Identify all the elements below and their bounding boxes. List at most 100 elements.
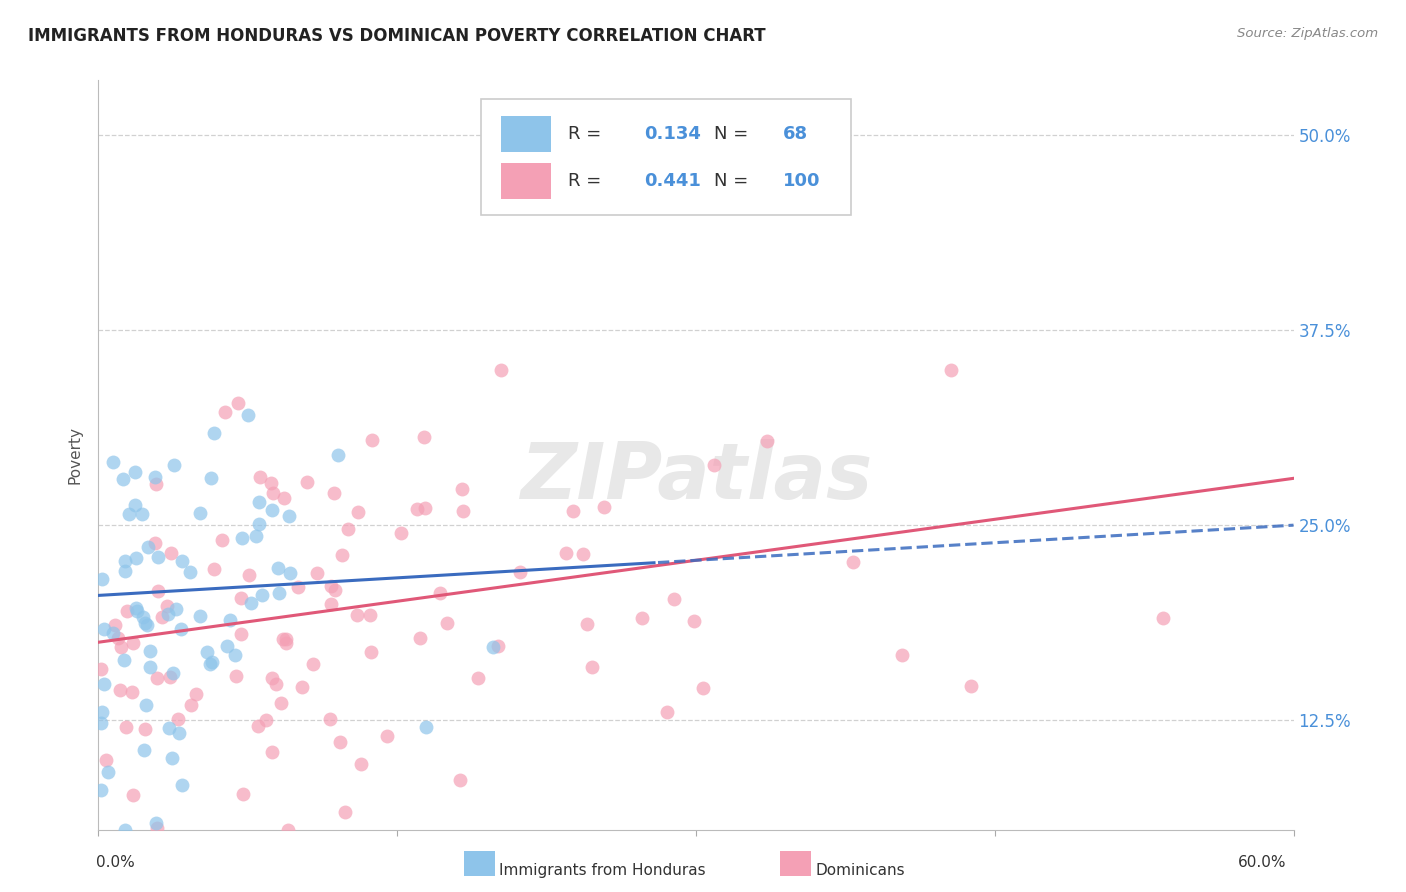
Point [231, 531, 253, 545]
Point [97, 764, 120, 779]
Point [90, 705, 112, 719]
Point [350, 756, 373, 771]
Point [254, 714, 277, 728]
Point [170, 554, 193, 568]
Point [114, 720, 136, 734]
Point [247, 495, 270, 509]
Point [134, 722, 156, 736]
Point [160, 751, 183, 765]
Point [162, 458, 184, 472]
Point [143, 469, 166, 483]
Point [250, 588, 273, 602]
Point [486, 639, 509, 653]
Point [170, 778, 193, 792]
Point [146, 584, 169, 599]
Point [146, 671, 169, 685]
Point [683, 614, 706, 628]
Text: 60.0%: 60.0% [1239, 855, 1286, 870]
Point [232, 787, 254, 801]
Point [162, 665, 184, 680]
Point [135, 618, 157, 632]
Point [160, 546, 183, 560]
Point [134, 616, 156, 631]
Point [225, 669, 247, 683]
Y-axis label: Poverty: Poverty [67, 425, 83, 484]
Point [150, 610, 173, 624]
Point [124, 465, 146, 479]
Point [413, 430, 436, 444]
Point [121, 788, 143, 802]
Point [555, 546, 578, 560]
Point [278, 566, 301, 580]
Point [93, 623, 115, 637]
Point [159, 670, 181, 684]
Point [249, 470, 271, 484]
Point [201, 655, 224, 669]
Point [319, 712, 342, 726]
Point [347, 505, 370, 519]
Point [1152, 611, 1174, 625]
Point [165, 602, 187, 616]
Point [170, 622, 193, 636]
Text: N =: N = [714, 125, 754, 144]
Text: N =: N = [714, 172, 754, 190]
Point [231, 626, 253, 640]
Point [264, 677, 287, 691]
Point [389, 525, 412, 540]
Point [101, 625, 124, 640]
Text: 0.441: 0.441 [644, 172, 702, 190]
Point [291, 680, 314, 694]
Point [260, 671, 283, 685]
Point [360, 645, 382, 659]
Point [346, 607, 368, 622]
Point [413, 501, 436, 516]
Point [90, 715, 112, 730]
Point [406, 501, 429, 516]
Point [278, 509, 301, 524]
Point [247, 719, 270, 733]
Point [124, 498, 146, 512]
Point [224, 648, 246, 662]
Point [125, 603, 148, 617]
Point [274, 632, 297, 646]
Point [267, 561, 290, 575]
Point [202, 562, 225, 576]
Text: ZIPatlas: ZIPatlas [520, 440, 872, 516]
Point [267, 586, 290, 600]
Point [273, 491, 295, 505]
Point [322, 486, 344, 500]
Point [581, 659, 603, 673]
Point [305, 566, 328, 581]
Point [146, 550, 169, 565]
Point [90, 573, 112, 587]
Point [111, 472, 134, 486]
Point [755, 434, 778, 449]
Point [136, 540, 159, 554]
Point [662, 591, 685, 606]
Point [323, 582, 346, 597]
Point [236, 408, 259, 422]
Point [337, 521, 360, 535]
Point [125, 551, 148, 566]
Point [841, 555, 863, 569]
Point [489, 363, 512, 377]
Point [262, 486, 284, 500]
Point [156, 607, 179, 621]
Bar [501, 163, 551, 200]
Text: Source: ZipAtlas.com: Source: ZipAtlas.com [1237, 27, 1378, 40]
Point [453, 504, 475, 518]
Point [94, 753, 117, 767]
Point [115, 604, 138, 618]
Point [114, 822, 136, 837]
Point [375, 730, 398, 744]
Point [572, 548, 595, 562]
Point [188, 608, 211, 623]
Point [214, 404, 236, 418]
Point [692, 681, 714, 695]
Point [262, 503, 284, 517]
Point [166, 712, 188, 726]
Point [561, 504, 583, 518]
Point [198, 657, 221, 671]
Point [188, 506, 211, 520]
FancyBboxPatch shape [481, 99, 852, 215]
